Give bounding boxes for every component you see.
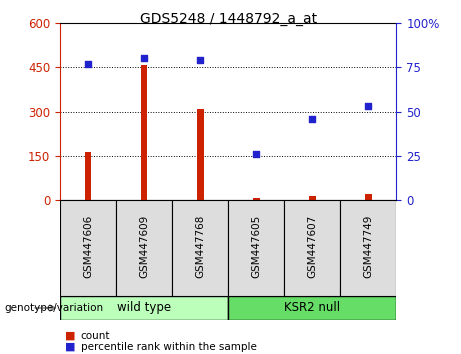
Bar xyxy=(365,194,372,200)
Text: GSM447606: GSM447606 xyxy=(83,214,93,278)
Text: GSM447605: GSM447605 xyxy=(251,214,261,278)
Point xyxy=(309,116,316,121)
Point xyxy=(196,57,204,63)
Bar xyxy=(60,296,228,320)
Bar xyxy=(85,152,91,200)
Text: GDS5248 / 1448792_a_at: GDS5248 / 1448792_a_at xyxy=(140,12,317,27)
Bar xyxy=(172,200,228,296)
Text: count: count xyxy=(81,331,110,341)
Bar xyxy=(116,200,172,296)
Text: wild type: wild type xyxy=(117,302,171,314)
Text: ■: ■ xyxy=(65,342,75,352)
Point xyxy=(84,61,92,67)
Text: KSR2 null: KSR2 null xyxy=(284,302,340,314)
Text: GSM447749: GSM447749 xyxy=(363,214,373,278)
Bar xyxy=(340,200,396,296)
Bar xyxy=(141,65,148,200)
Bar xyxy=(228,200,284,296)
Text: ■: ■ xyxy=(65,331,75,341)
Bar xyxy=(197,109,203,200)
Point xyxy=(140,56,148,61)
Point xyxy=(253,151,260,157)
Bar xyxy=(309,196,316,200)
Text: percentile rank within the sample: percentile rank within the sample xyxy=(81,342,257,352)
Text: GSM447607: GSM447607 xyxy=(307,214,317,278)
Bar xyxy=(60,200,116,296)
Bar xyxy=(253,198,260,200)
Text: GSM447609: GSM447609 xyxy=(139,214,149,278)
Point xyxy=(365,103,372,109)
Bar xyxy=(284,200,340,296)
Text: GSM447768: GSM447768 xyxy=(195,214,205,278)
Text: genotype/variation: genotype/variation xyxy=(5,303,104,313)
Bar xyxy=(228,296,396,320)
